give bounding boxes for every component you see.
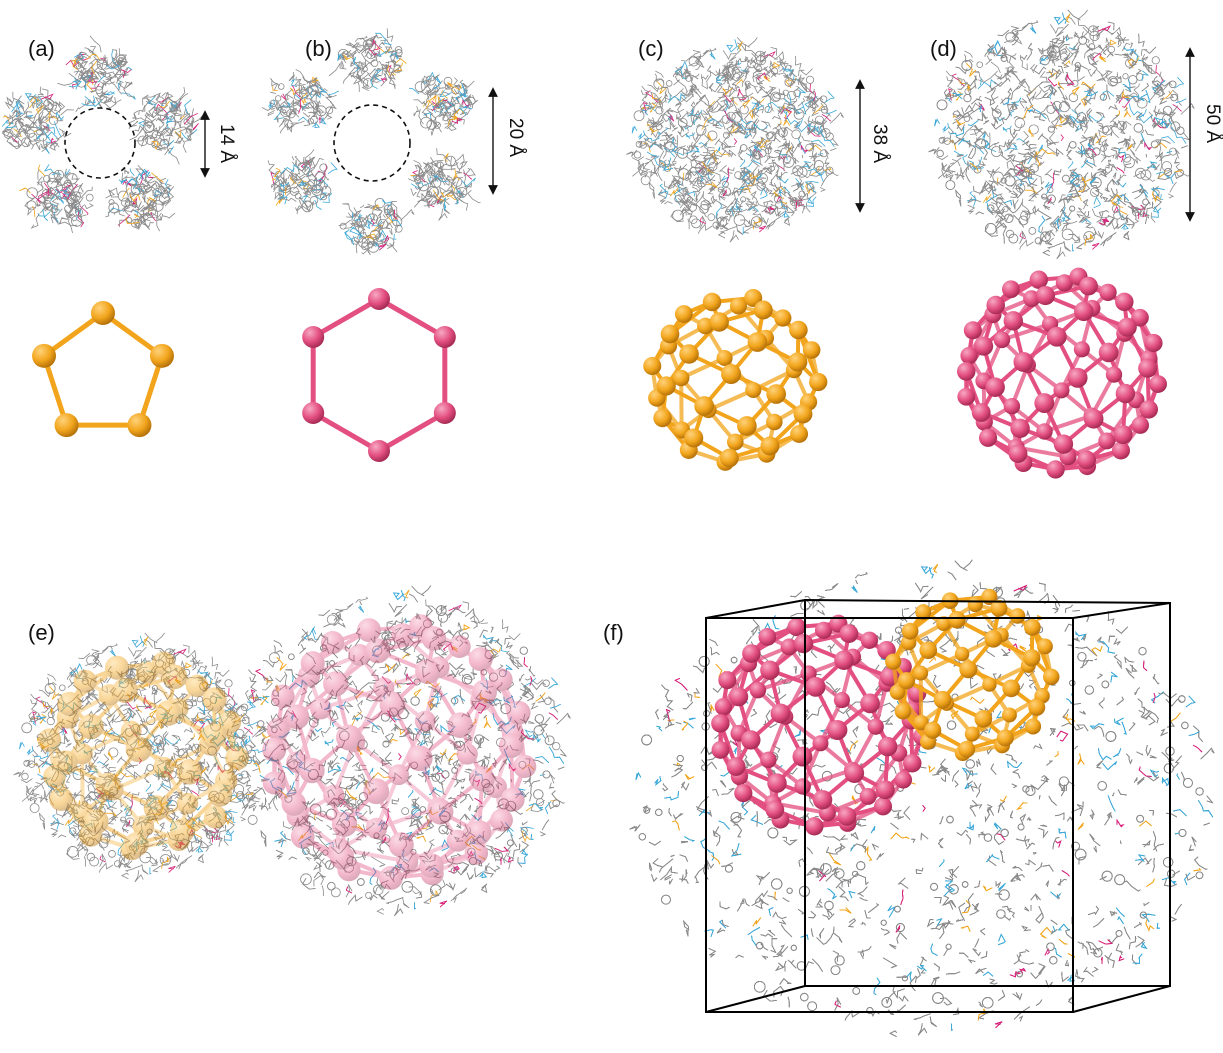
cage-model-c xyxy=(643,289,828,471)
dimension-label-a: 14 Å xyxy=(215,124,237,163)
cage-model-d xyxy=(956,267,1167,479)
hexagon-model xyxy=(302,288,456,462)
panel-label-b: (b) xyxy=(305,36,332,62)
molecule-cluster-a xyxy=(19,164,94,234)
pentagon-model xyxy=(32,301,174,438)
molecule-cluster-a xyxy=(57,35,136,113)
cage-overlay-e-orange xyxy=(37,651,249,861)
panel-label-d: (d) xyxy=(930,36,957,62)
molecule-cluster-a xyxy=(128,87,207,165)
molecule-cluster-b xyxy=(261,69,340,134)
panel-label-e: (e) xyxy=(28,620,55,646)
cage-model-f-orange xyxy=(885,588,1060,762)
panel-label-f: (f) xyxy=(603,620,624,646)
molecule-lattice-f xyxy=(629,559,1215,1037)
molecule-cluster-b xyxy=(408,148,481,221)
dimension-label-d: 50 Å xyxy=(1201,104,1223,143)
molecule-cluster-b xyxy=(267,149,338,215)
panel-label-c: (c) xyxy=(638,36,664,62)
molecule-cluster-a xyxy=(105,164,176,232)
pore-circle-a xyxy=(64,107,136,179)
unit-cell-frame xyxy=(705,598,1171,1013)
molecule-cluster-b xyxy=(328,28,407,93)
cage-overlay-e-pink xyxy=(262,614,537,890)
molecular-wireframe-layer xyxy=(1,9,1215,1037)
dimension-label-b: 20 Å xyxy=(504,118,526,157)
molecule-cluster-b xyxy=(409,71,479,136)
molecule-cage-c xyxy=(626,37,844,243)
molecule-cluster-a xyxy=(1,86,75,154)
cage-model-f-pink xyxy=(711,614,931,836)
panel-label-a: (a) xyxy=(28,36,55,62)
molecule-cage-d xyxy=(928,9,1195,260)
polyhedra-layer xyxy=(32,267,1167,890)
molecule-cluster-b xyxy=(338,198,415,256)
dimension-label-c: 38 Å xyxy=(868,124,890,163)
pore-circle-b xyxy=(333,104,411,182)
